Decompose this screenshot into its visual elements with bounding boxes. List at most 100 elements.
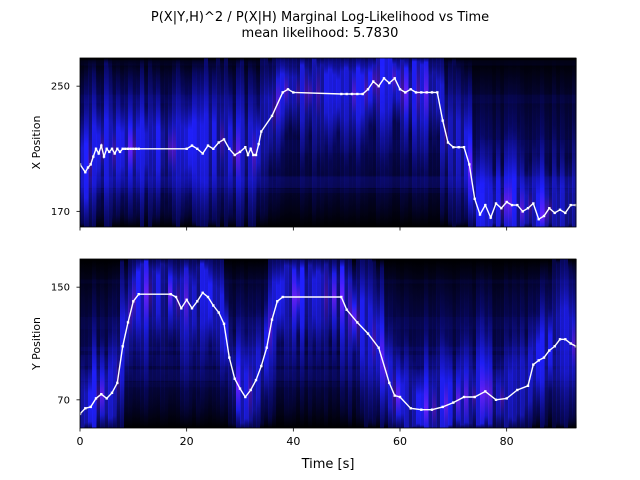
heatmap-column (564, 58, 569, 227)
heatmap-column (404, 259, 409, 428)
trajectory-point (457, 146, 460, 149)
trajectory-point (196, 147, 199, 150)
trajectory-point (489, 216, 492, 219)
heatmap-column (312, 259, 317, 428)
heatmap-column (500, 58, 505, 227)
trajectory-point (257, 142, 260, 146)
trajectory-point (244, 395, 247, 399)
heatmap-column (128, 58, 133, 227)
trajectory-point (441, 405, 444, 409)
heatmap-column (112, 259, 117, 428)
heatmap-column (296, 58, 301, 227)
trajectory-point (340, 92, 343, 96)
heatmap-column (376, 58, 381, 227)
x-tick-label: 40 (286, 435, 300, 448)
heatmap-column (528, 259, 533, 428)
heatmap-column (156, 58, 161, 227)
heatmap-column (456, 259, 461, 428)
trajectory-point (569, 203, 572, 207)
trajectory-point (105, 397, 108, 400)
heatmap-column (304, 259, 309, 428)
heatmap-column (384, 259, 389, 428)
heatmap-column (332, 58, 337, 227)
trajectory-point (108, 150, 111, 154)
heatmap-column (492, 58, 497, 227)
heatmap-column (152, 58, 157, 227)
heatmap-column (220, 58, 225, 227)
heatmap-column (324, 58, 329, 227)
heatmap-column (480, 58, 485, 227)
trajectory-point (356, 92, 359, 96)
heatmap-column (412, 58, 417, 227)
heatmap-column (496, 259, 501, 428)
trajectory-point (260, 364, 263, 368)
trajectory-point (97, 152, 100, 155)
heatmap-column (504, 259, 509, 428)
heatmap-column (444, 58, 449, 227)
heatmap-column (364, 58, 369, 227)
trajectory-point (478, 213, 482, 216)
heatmap-band (80, 369, 576, 381)
heatmap-column (416, 259, 421, 428)
heatmap-column (276, 58, 281, 227)
heatmap-column (176, 58, 181, 227)
heatmap-column (276, 259, 281, 428)
trajectory-point (206, 144, 210, 147)
y-tick-label: 70 (57, 395, 70, 406)
trajectory-point (116, 381, 119, 385)
heatmap-column (380, 58, 385, 227)
heatmap-column (252, 58, 257, 227)
heatmap-column (476, 58, 481, 227)
y-tick-label: 170 (51, 207, 70, 218)
heatmap-column (508, 259, 513, 428)
heatmap-column (532, 58, 537, 227)
trajectory-point (393, 394, 396, 397)
trajectory-point (196, 300, 199, 303)
heatmap-column (308, 58, 313, 227)
heatmap-column (108, 259, 113, 428)
heatmap-column (344, 58, 349, 227)
heatmap-column (140, 259, 145, 428)
heatmap-column (196, 58, 201, 227)
trajectory-point (420, 91, 423, 94)
heatmap-column (328, 259, 333, 428)
heatmap-column (520, 58, 525, 227)
trajectory-point (129, 147, 132, 150)
heatmap-column (464, 58, 469, 227)
trajectory-point (516, 203, 519, 207)
heatmap-column (96, 58, 101, 227)
heatmap-column (360, 58, 365, 227)
trajectory-point (532, 363, 535, 366)
trajectory-point (233, 377, 236, 380)
heatmap-column (572, 58, 577, 227)
heatmap-column (544, 259, 549, 428)
trajectory-point (116, 147, 119, 150)
trajectory-point (185, 298, 188, 301)
heatmap-column (260, 259, 265, 428)
heatmap-column (228, 259, 233, 428)
heatmap-column (392, 259, 397, 428)
heatmap-column (176, 259, 181, 428)
heatmap-column (372, 259, 377, 428)
heatmap-column (120, 58, 125, 227)
trajectory-point (254, 378, 258, 382)
heatmap-column (560, 58, 565, 227)
trajectory-point (132, 300, 135, 303)
trajectory-point (484, 203, 487, 207)
heatmap-column (144, 259, 149, 428)
heatmap-column (468, 58, 473, 227)
heatmap-column (460, 259, 465, 428)
heatmap-column (144, 58, 149, 227)
heatmap-column (320, 58, 325, 227)
trajectory-point (180, 307, 183, 310)
heatmap-column (164, 58, 169, 227)
heatmap-column (84, 58, 89, 227)
heatmap-column (516, 58, 521, 227)
x-tick-label: 80 (500, 435, 514, 448)
heatmap-column (208, 259, 213, 428)
trajectory-point (100, 393, 103, 396)
y-position-panel: 150 70 0 20 40 60 80 Y Position (30, 258, 578, 448)
heatmap-band (80, 346, 576, 351)
heatmap-column (484, 58, 489, 227)
figure-subtitle: mean likelihood: 5.7830 (242, 26, 399, 41)
